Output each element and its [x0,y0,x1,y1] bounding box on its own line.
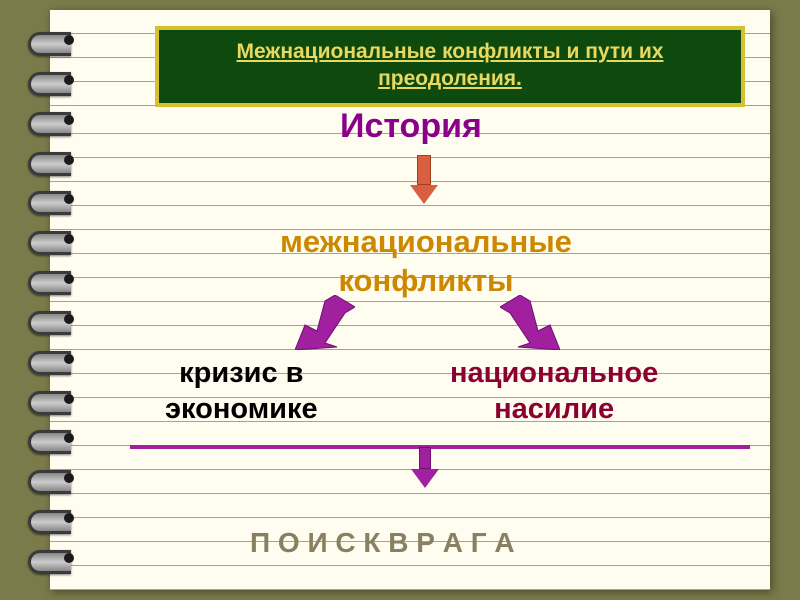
node-enemy: П О И С К В Р А Г А [250,525,515,560]
horizontal-connector [130,445,750,449]
arrow-to-enemy [411,447,439,489]
node-history: История [340,105,482,148]
notepad-page: Межнациональные конфликты и пути их прео… [50,10,770,590]
title-box: Межнациональные конфликты и пути их прео… [155,26,745,107]
arrow-conflicts-to-violence [500,295,560,350]
arrow-history-to-conflicts [410,155,438,205]
node-crisis: кризис в экономике [165,355,318,428]
node-violence: национальное насилие [450,355,658,428]
title-text: Межнациональные конфликты и пути их прео… [179,38,721,93]
node-conflicts: межнациональные конфликты [280,223,572,301]
arrow-conflicts-to-crisis [295,295,355,350]
spiral-binding [28,30,78,570]
diagram-content: История межнациональные конфликты кризис… [130,105,750,585]
